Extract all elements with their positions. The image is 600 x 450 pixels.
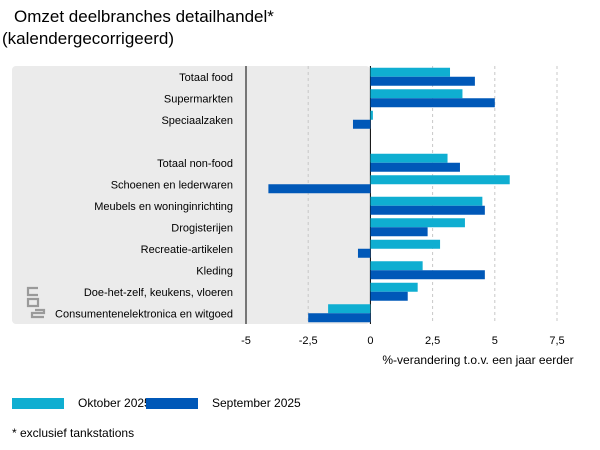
bar-september [357, 248, 371, 258]
x-tick-label: 0 [367, 335, 373, 347]
bar-oktober [370, 110, 373, 120]
bar-september [308, 313, 371, 323]
bar-oktober [370, 261, 423, 271]
category-label: Schoenen en lederwaren [111, 179, 233, 191]
x-tick-labels: -5 -2,5 0 2,5 5 7,5 [241, 335, 565, 347]
category-label: Totaal non-food [157, 158, 233, 170]
legend-swatch-oktober [12, 397, 64, 409]
category-label: Supermarkten [164, 93, 233, 105]
x-tick-label: -2,5 [299, 335, 318, 347]
bar-oktober [370, 67, 451, 77]
bar-september [268, 184, 371, 194]
bar-september [352, 119, 371, 129]
category-label: Speciaalzaken [161, 115, 233, 127]
bar-september [370, 205, 485, 215]
category-label: Doe-het-zelf, keukens, vloeren [84, 287, 233, 299]
bar-oktober [370, 282, 418, 292]
chart-subtitle: (kalendergecorrigeerd) [2, 29, 174, 48]
x-axis-label: %-verandering t.o.v. een jaar eerder [382, 353, 573, 367]
bar-september [370, 227, 428, 237]
x-tick-label: 7,5 [549, 335, 564, 347]
bar-oktober [370, 196, 483, 206]
bar-oktober [370, 89, 463, 99]
bar-oktober [370, 153, 448, 163]
bar-oktober [370, 218, 465, 228]
category-labels: Totaal food Supermarkten Speciaalzaken Tota… [55, 72, 233, 321]
label-panel [12, 66, 370, 324]
category-label: Kleding [196, 265, 233, 277]
grid-lines [245, 66, 558, 324]
x-tick-label: -5 [241, 335, 251, 347]
legend-label-oktober: Oktober 2025 [78, 396, 151, 410]
bar-september [370, 98, 495, 108]
bar-oktober [328, 304, 371, 314]
legend-label-september: September 2025 [212, 396, 301, 410]
bar-september [370, 162, 460, 172]
bar-september [370, 270, 485, 280]
bar-oktober [370, 239, 441, 249]
x-tick-label: 5 [492, 335, 498, 347]
x-tick-label: 2,5 [425, 335, 440, 347]
category-label: Meubels en woninginrichting [94, 201, 233, 213]
bar-oktober [370, 175, 510, 185]
bar-chart: Totaal food Supermarkten Speciaalzaken Tota… [12, 66, 574, 367]
bar-september [370, 76, 475, 86]
category-label: Consumentenelektronica en witgoed [55, 308, 233, 320]
bar-september [370, 291, 408, 301]
bars [268, 67, 510, 323]
cbs-logo-icon [26, 286, 46, 319]
legend-item-september: September 2025 [146, 396, 301, 410]
category-label: Recreatie-artikelen [141, 244, 233, 256]
category-label: Totaal food [179, 72, 233, 84]
chart-title: Omzet deelbranches detailhandel* [14, 7, 274, 26]
legend-item-oktober: Oktober 2025 [12, 396, 151, 410]
legend-swatch-september [146, 397, 198, 409]
category-label: Drogisterijen [171, 222, 233, 234]
footnote: * exclusief tankstations [12, 426, 135, 440]
